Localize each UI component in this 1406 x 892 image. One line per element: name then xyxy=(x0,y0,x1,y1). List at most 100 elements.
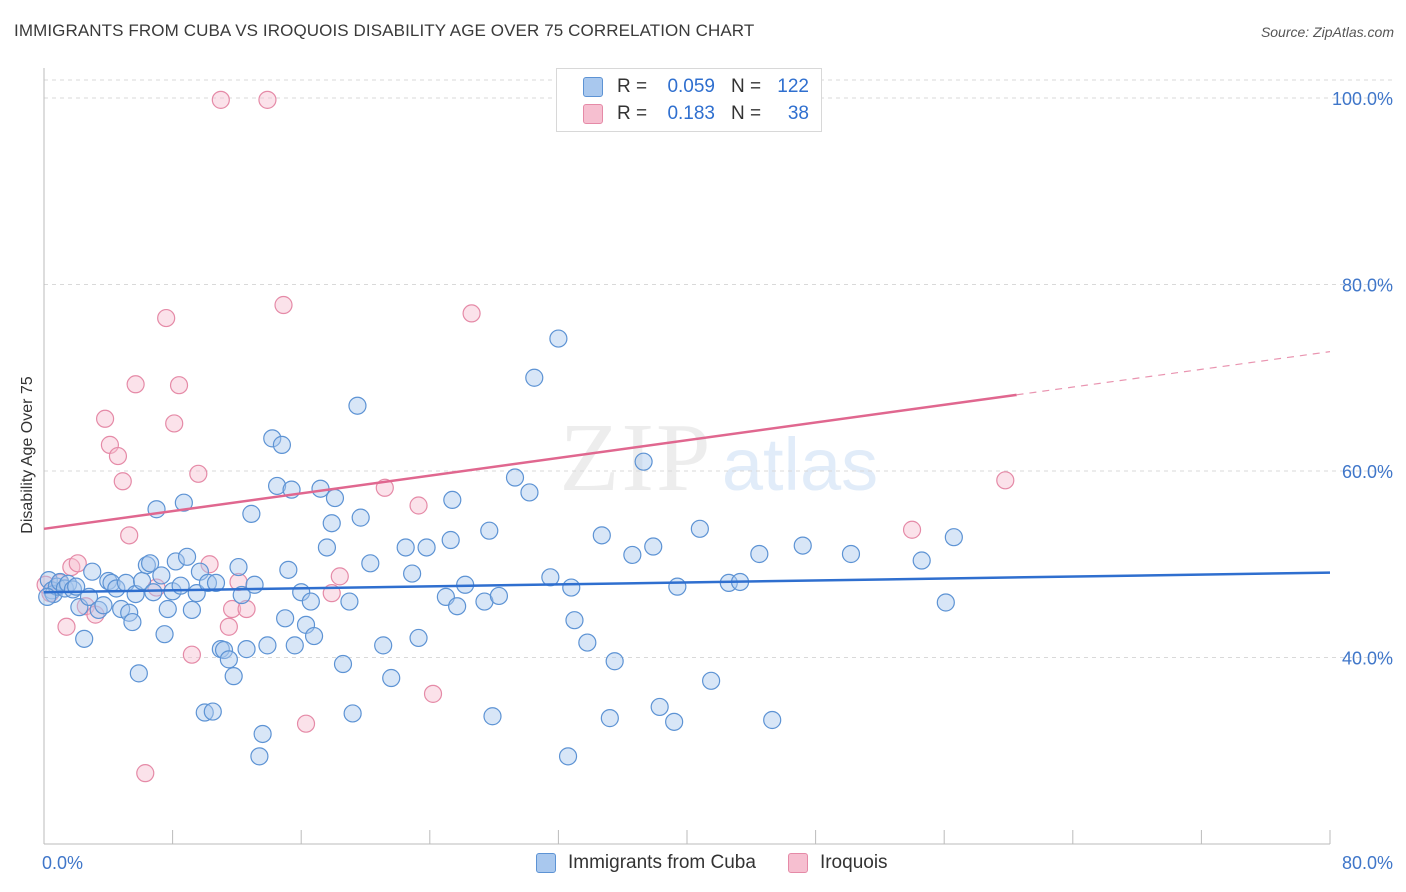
point-immigrants-from-cuba xyxy=(83,562,102,581)
point-immigrants-from-cuba xyxy=(644,537,663,556)
y-tick-label: 100.0% xyxy=(1332,89,1393,109)
point-immigrants-from-cuba xyxy=(224,667,243,686)
point-immigrants-from-cuba xyxy=(841,544,861,564)
point-immigrants-from-cuba xyxy=(483,707,502,726)
tick-labels: 40.0% 60.0% 80.0% 100.0% 0.0% 80.0% xyxy=(42,89,1393,873)
trend-lines xyxy=(43,351,1331,594)
y-tick-label: 60.0% xyxy=(1342,462,1393,482)
legend-row-iroquois: R = 0.183 N = 38 xyxy=(583,101,809,127)
point-iroquois xyxy=(189,464,208,483)
point-iroquois xyxy=(211,90,230,109)
point-iroquois xyxy=(169,376,189,395)
point-iroquois xyxy=(409,496,428,515)
trend-line-iroquois xyxy=(43,393,1017,531)
point-immigrants-from-cuba xyxy=(944,528,963,547)
point-immigrants-from-cuba xyxy=(75,629,94,648)
point-iroquois xyxy=(57,617,76,636)
point-iroquois xyxy=(258,90,277,109)
point-immigrants-from-cuba xyxy=(578,633,597,652)
point-immigrants-from-cuba xyxy=(123,612,142,632)
point-immigrants-from-cuba xyxy=(763,710,782,730)
point-immigrants-from-cuba xyxy=(182,600,201,620)
point-immigrants-from-cuba xyxy=(325,488,345,508)
point-immigrants-from-cuba xyxy=(174,493,193,512)
point-immigrants-from-cuba xyxy=(304,626,324,646)
watermark: ZIP atlas xyxy=(560,404,879,512)
point-immigrants-from-cuba xyxy=(129,664,148,683)
point-immigrants-from-cuba xyxy=(650,697,669,717)
point-immigrants-from-cuba xyxy=(520,483,539,502)
point-immigrants-from-cuba xyxy=(158,599,177,619)
point-immigrants-from-cuba xyxy=(322,514,341,533)
point-iroquois xyxy=(182,645,201,664)
point-immigrants-from-cuba xyxy=(267,476,287,496)
point-immigrants-from-cuba xyxy=(558,747,578,766)
point-immigrants-from-cuba xyxy=(592,526,611,545)
point-immigrants-from-cuba xyxy=(279,560,298,579)
y-tick-label: 80.0% xyxy=(1342,276,1393,296)
point-immigrants-from-cuba xyxy=(441,530,460,550)
point-immigrants-from-cuba xyxy=(107,579,126,598)
point-iroquois xyxy=(462,304,481,323)
point-immigrants-from-cuba xyxy=(351,508,370,527)
point-immigrants-from-cuba xyxy=(343,704,362,723)
point-immigrants-from-cuba xyxy=(144,583,163,602)
point-immigrants-from-cuba xyxy=(301,592,320,611)
point-immigrants-from-cuba xyxy=(605,652,624,671)
point-iroquois xyxy=(274,295,293,315)
watermark-zip: ZIP xyxy=(560,404,713,512)
point-iroquois xyxy=(237,599,256,619)
point-iroquois xyxy=(423,684,443,703)
legend-r-label: R = xyxy=(617,76,648,97)
legend-n-label: N = xyxy=(731,76,762,97)
point-immigrants-from-cuba xyxy=(912,551,931,570)
point-iroquois xyxy=(902,520,922,539)
chart-title: IMMIGRANTS FROM CUBA VS IROQUOIS DISABIL… xyxy=(14,21,755,40)
series-name-cuba: Immigrants from Cuba xyxy=(568,852,756,873)
point-iroquois xyxy=(126,375,145,394)
point-iroquois xyxy=(68,554,87,573)
point-iroquois xyxy=(200,555,219,574)
series-swatch-iroquois xyxy=(787,853,808,873)
axes xyxy=(43,68,1331,845)
legend-r-value: 0.183 xyxy=(667,103,715,124)
point-immigrants-from-cuba xyxy=(403,564,422,583)
point-immigrants-from-cuba xyxy=(229,557,248,577)
legend-n-value: 122 xyxy=(777,76,809,97)
point-iroquois xyxy=(108,446,128,466)
point-immigrants-from-cuba xyxy=(94,596,113,615)
point-immigrants-from-cuba xyxy=(562,578,581,597)
point-immigrants-from-cuba xyxy=(565,611,584,630)
correlation-legend: R = 0.059 N = 122 R = 0.183 N = 38 xyxy=(556,68,822,132)
series-name-iroquois: Iroquois xyxy=(819,852,888,873)
point-immigrants-from-cuba xyxy=(549,329,568,348)
point-immigrants-from-cuba xyxy=(443,490,462,510)
point-immigrants-from-cuba xyxy=(525,368,544,387)
point-immigrants-from-cuba xyxy=(232,585,251,605)
point-immigrants-from-cuba xyxy=(140,554,160,573)
point-immigrants-from-cuba xyxy=(374,636,393,655)
legend-row-cuba: R = 0.059 N = 122 xyxy=(583,74,809,100)
series-legend-item-cuba: Immigrants from Cuba xyxy=(536,852,756,874)
legend-swatch-iroquois xyxy=(583,104,603,124)
point-immigrants-from-cuba xyxy=(203,702,222,721)
point-immigrants-from-cuba xyxy=(382,668,401,688)
legend-n-value: 38 xyxy=(787,103,809,124)
point-immigrants-from-cuba xyxy=(623,545,642,565)
point-immigrants-from-cuba xyxy=(242,504,261,523)
point-immigrants-from-cuba xyxy=(361,554,380,573)
point-immigrants-from-cuba xyxy=(137,556,156,575)
point-iroquois xyxy=(296,714,316,733)
point-immigrants-from-cuba xyxy=(155,625,174,644)
point-immigrants-from-cuba xyxy=(702,671,721,690)
point-immigrants-from-cuba xyxy=(348,396,367,415)
point-immigrants-from-cuba xyxy=(166,552,185,571)
x-tick-label: 0.0% xyxy=(42,853,83,873)
watermark-atlas: atlas xyxy=(722,423,878,506)
series-swatch-cuba xyxy=(536,853,556,873)
point-iroquois xyxy=(996,471,1015,490)
series-legend-item-iroquois: Iroquois xyxy=(787,852,888,874)
y-tick-label: 40.0% xyxy=(1342,649,1393,669)
series-legend: Immigrants from Cuba Iroquois xyxy=(536,852,920,874)
